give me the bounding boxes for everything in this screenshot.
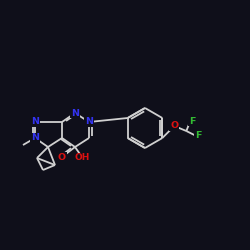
Text: N: N: [71, 108, 79, 118]
Text: N: N: [31, 134, 39, 142]
Text: N: N: [85, 118, 93, 126]
Text: F: F: [195, 132, 202, 140]
Text: O: O: [58, 152, 66, 162]
Text: F: F: [189, 116, 196, 126]
Text: O: O: [170, 122, 178, 130]
Text: N: N: [31, 118, 39, 126]
Text: OH: OH: [74, 154, 90, 162]
